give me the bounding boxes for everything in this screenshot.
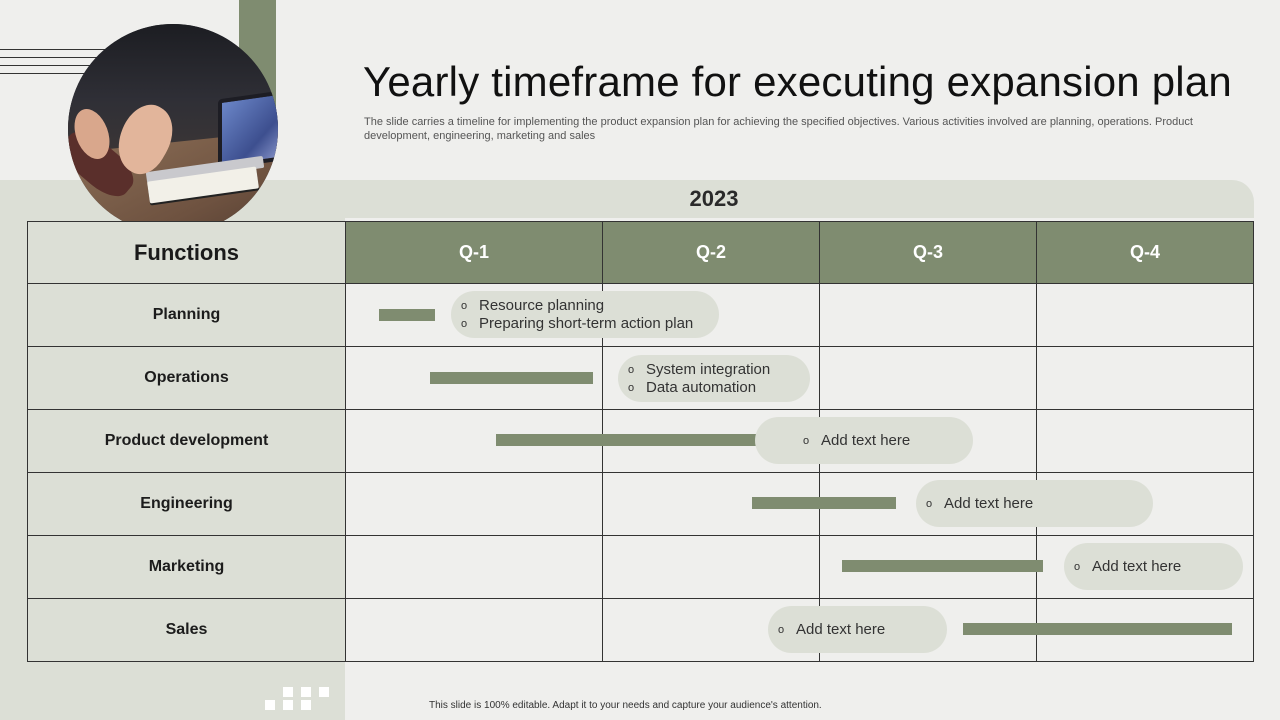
table-row: Marketing bbox=[27, 535, 1254, 599]
table-row: Engineering bbox=[27, 472, 1254, 536]
decorative-square bbox=[265, 700, 275, 710]
table-cell bbox=[602, 472, 820, 536]
functions-header: Functions bbox=[27, 221, 346, 284]
header-row: Functions Q-1 Q-2 Q-3 Q-4 bbox=[27, 221, 1254, 284]
slide-title: Yearly timeframe for executing expansion… bbox=[363, 58, 1232, 105]
footer-note: This slide is 100% editable. Adapt it to… bbox=[429, 700, 822, 711]
table-cell bbox=[345, 535, 603, 599]
table-cell bbox=[345, 346, 603, 410]
decorative-square bbox=[283, 687, 293, 697]
table-cell bbox=[1036, 346, 1254, 410]
table-cell bbox=[819, 535, 1037, 599]
year-label: 2023 bbox=[689, 186, 739, 211]
row-label-product-development: Product development bbox=[27, 409, 346, 473]
table-cell bbox=[819, 472, 1037, 536]
quarter-header: Q-2 bbox=[602, 221, 820, 284]
decorative-line bbox=[0, 49, 105, 50]
slide-subtitle: The slide carries a timeline for impleme… bbox=[364, 116, 1193, 142]
year-banner bbox=[300, 180, 1254, 218]
table-cell bbox=[602, 535, 820, 599]
decorative-square bbox=[283, 700, 293, 710]
table-cell bbox=[345, 472, 603, 536]
table-cell bbox=[1036, 472, 1254, 536]
table-row: Operations bbox=[27, 346, 1254, 410]
decorative-line bbox=[0, 65, 105, 66]
table-cell bbox=[819, 283, 1037, 347]
quarter-header: Q-3 bbox=[819, 221, 1037, 284]
row-label-marketing: Marketing bbox=[27, 535, 346, 599]
table-cell bbox=[602, 346, 820, 410]
row-label-operations: Operations bbox=[27, 346, 346, 410]
table-cell bbox=[819, 409, 1037, 473]
table-cell bbox=[1036, 598, 1254, 662]
table-row: Sales bbox=[27, 598, 1254, 662]
table-cell bbox=[345, 598, 603, 662]
table-cell bbox=[1036, 409, 1254, 473]
table-row: Product development bbox=[27, 409, 1254, 473]
table-cell bbox=[345, 283, 603, 347]
row-label-sales: Sales bbox=[27, 598, 346, 662]
quarter-header: Q-1 bbox=[345, 221, 603, 284]
table-cell bbox=[602, 283, 820, 347]
decorative-square bbox=[301, 687, 311, 697]
table-cell bbox=[1036, 535, 1254, 599]
table-row: Planning bbox=[27, 283, 1254, 347]
decorative-line bbox=[0, 57, 105, 58]
table-cell bbox=[819, 346, 1037, 410]
table-cell bbox=[819, 598, 1037, 662]
row-label-planning: Planning bbox=[27, 283, 346, 347]
decorative-line bbox=[0, 73, 105, 74]
table-cell bbox=[1036, 283, 1254, 347]
quarter-header: Q-4 bbox=[1036, 221, 1254, 284]
meeting-photo bbox=[68, 24, 278, 234]
table-cell bbox=[602, 598, 820, 662]
timeline-table: Functions Q-1 Q-2 Q-3 Q-4 Planning Opera… bbox=[27, 221, 1254, 662]
decorative-square bbox=[301, 700, 311, 710]
table-cell bbox=[345, 409, 603, 473]
decorative-square bbox=[319, 687, 329, 697]
row-label-engineering: Engineering bbox=[27, 472, 346, 536]
table-cell bbox=[602, 409, 820, 473]
